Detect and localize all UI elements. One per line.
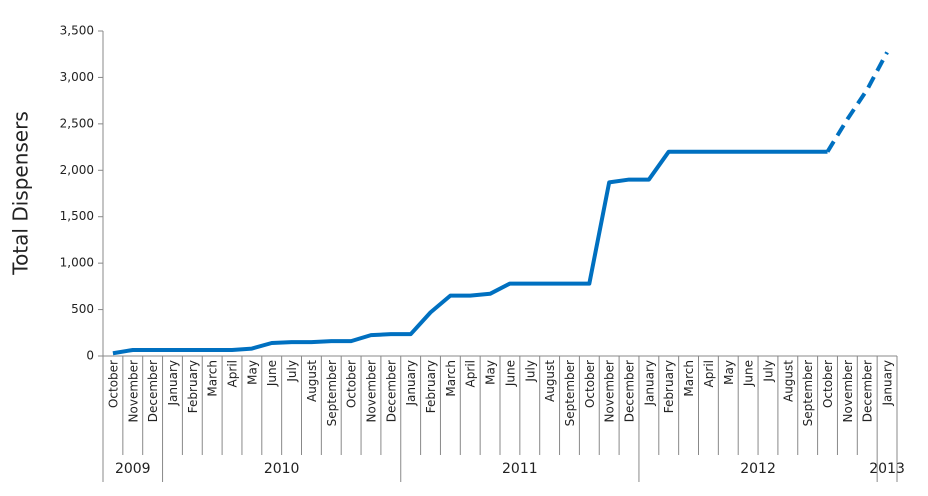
x-tick-label: April <box>702 360 716 387</box>
x-tick-label: December <box>384 360 398 422</box>
x-tick-label: September <box>563 360 577 426</box>
x-tick-label: January <box>881 360 895 407</box>
y-tick-label: 3,500 <box>60 24 94 38</box>
x-tick-label: September <box>801 360 815 426</box>
x-tick-label: March <box>682 360 696 397</box>
year-label: 2012 <box>740 461 776 477</box>
year-label: 2009 <box>115 461 151 477</box>
x-tick-label: November <box>841 360 855 422</box>
x-tick-label: May <box>722 360 736 385</box>
x-tick-label: June <box>503 360 517 387</box>
x-tick-label: July <box>285 360 299 383</box>
x-tick-label: August <box>543 360 557 402</box>
x-tick-label: April <box>464 360 478 387</box>
x-tick-label: February <box>424 360 438 413</box>
y-tick-label: 1,500 <box>60 209 94 223</box>
x-tick-label: December <box>861 360 875 422</box>
y-tick-label: 1,000 <box>60 256 94 270</box>
x-tick-label: May <box>484 360 498 385</box>
x-tick-label: November <box>364 360 378 422</box>
x-tick-label: February <box>662 360 676 413</box>
y-tick-label: 500 <box>71 302 94 316</box>
x-tick-label: July <box>523 360 537 383</box>
x-tick-label: August <box>781 360 795 402</box>
x-tick-label: January <box>166 360 180 407</box>
y-tick-label: 2,500 <box>60 116 94 130</box>
x-tick-label: July <box>761 360 775 383</box>
x-tick-label: August <box>305 360 319 402</box>
x-tick-label: January <box>404 360 418 407</box>
year-label: 2011 <box>502 461 538 477</box>
x-tick-label: April <box>226 360 240 387</box>
x-tick-label: October <box>345 360 359 408</box>
x-tick-label: December <box>146 360 160 422</box>
x-tick-label: June <box>742 360 756 387</box>
x-tick-label: November <box>126 360 140 422</box>
x-tick-label: January <box>642 360 656 407</box>
x-tick-label: October <box>583 360 597 408</box>
x-tick-label: December <box>623 360 637 422</box>
year-label: 2013 <box>869 461 905 477</box>
data-line <box>825 51 889 153</box>
x-tick-label: October <box>821 360 835 408</box>
x-tick-label: February <box>186 360 200 413</box>
x-tick-label: March <box>206 360 220 397</box>
x-tick-label: October <box>106 360 120 408</box>
x-tick-label: June <box>265 360 279 387</box>
x-tick-label: September <box>325 360 339 426</box>
x-tick-label: May <box>245 360 259 385</box>
data-line <box>112 149 828 356</box>
x-tick-label: November <box>603 360 617 422</box>
year-label: 2010 <box>264 461 300 477</box>
x-tick-label: March <box>444 360 458 397</box>
y-tick-label: 2,000 <box>60 163 94 177</box>
y-tick-label: 3,000 <box>60 70 94 84</box>
y-axis-title: Total Dispensers <box>9 111 33 276</box>
y-tick-label: 0 <box>86 349 94 363</box>
